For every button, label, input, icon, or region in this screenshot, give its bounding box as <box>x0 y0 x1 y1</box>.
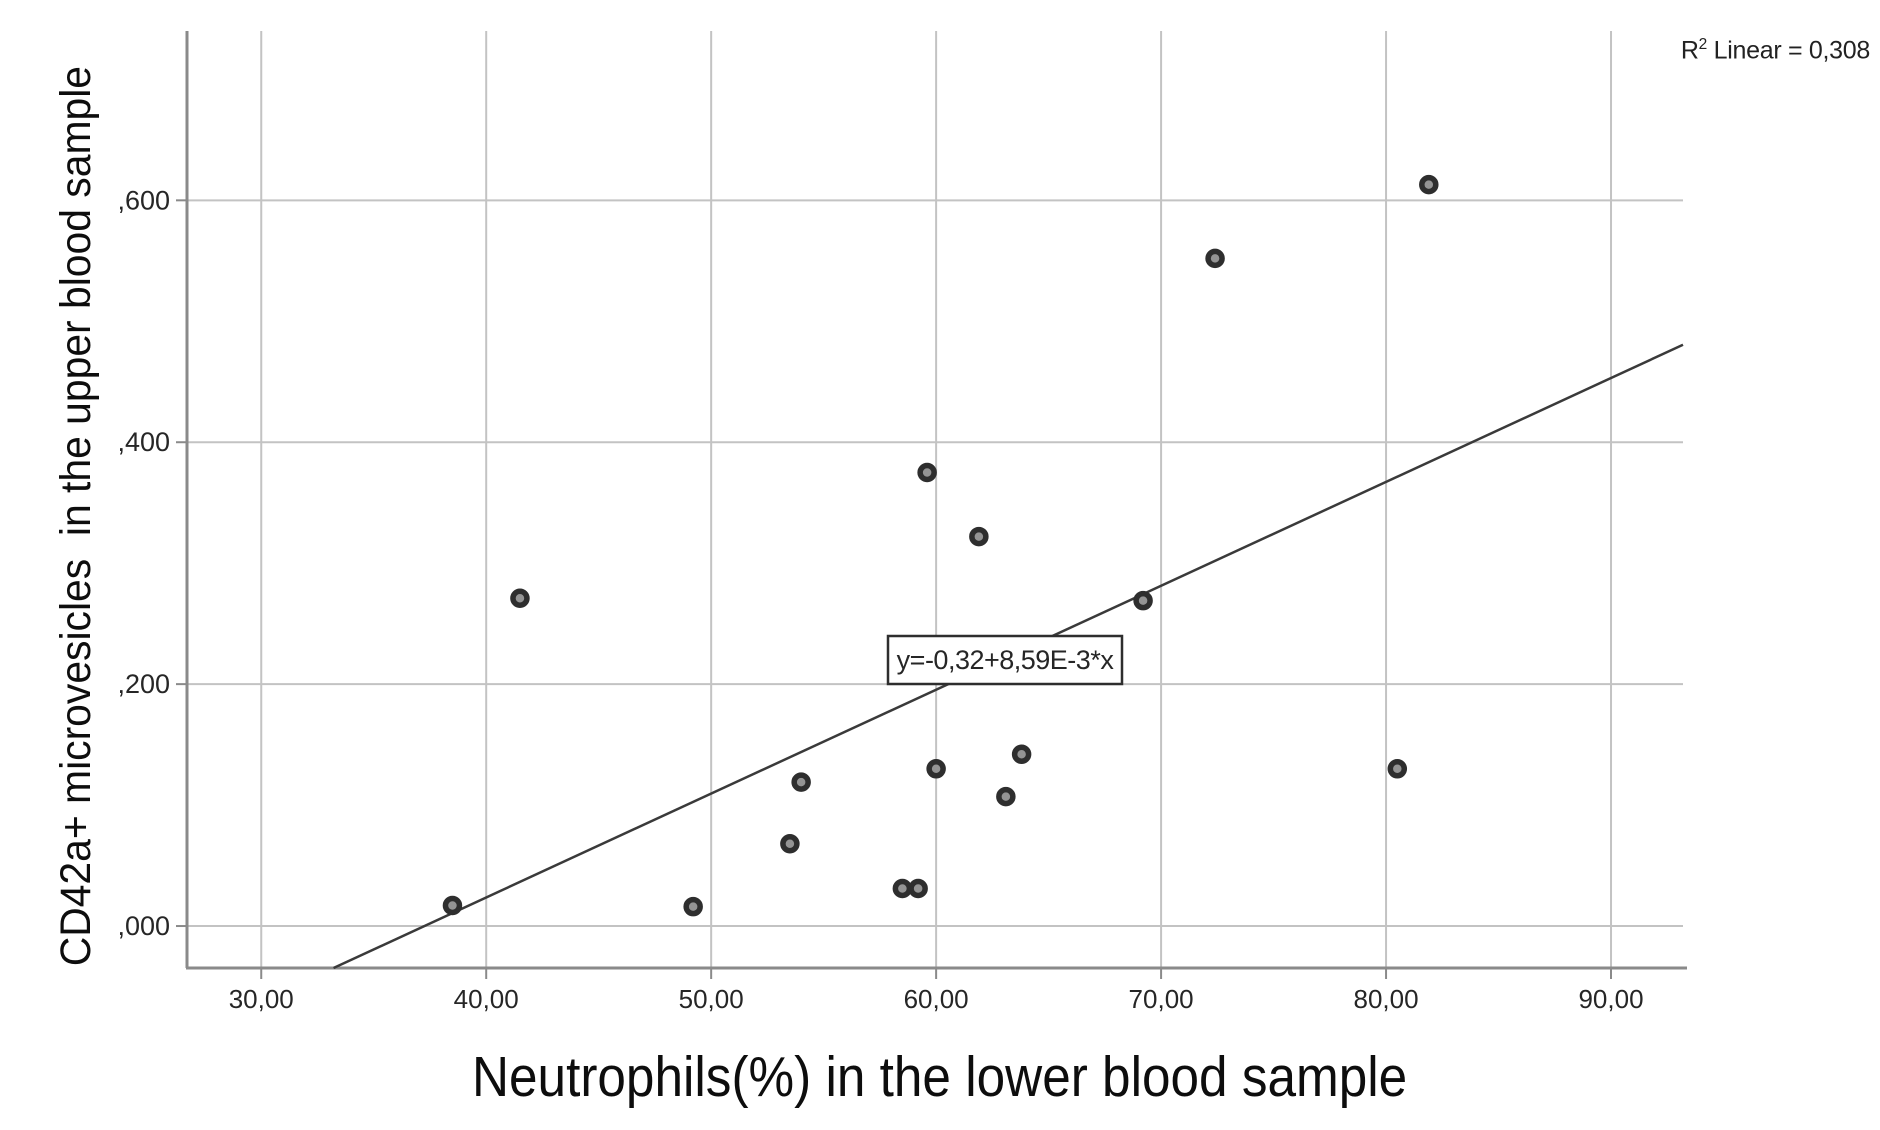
y-tick-label: ,400 <box>117 427 170 457</box>
r2-superscript: 2 <box>1698 36 1708 53</box>
r2-value-text: Linear = 0,308 <box>1707 36 1871 65</box>
data-point <box>1419 174 1439 195</box>
data-point <box>996 786 1016 807</box>
x-tick-label: 40,00 <box>454 984 519 1014</box>
data-point <box>926 759 946 779</box>
data-point <box>1133 590 1153 611</box>
r2-annotation: R2 Linear = 0,308 <box>1681 36 1870 65</box>
equation-label: y=-0,32+8,59E-3*x <box>897 645 1115 675</box>
x-tick-label: 80,00 <box>1354 984 1419 1014</box>
y-axis-title: CD42a+ microvesicles in the upper blood … <box>3 10 100 1070</box>
y-tick-label: ,600 <box>117 185 170 215</box>
data-point <box>1011 744 1032 765</box>
data-point <box>969 526 989 547</box>
data-point <box>780 834 800 854</box>
y-tick-label: ,200 <box>117 669 170 699</box>
data-point <box>908 878 928 899</box>
data-point <box>1387 759 1408 779</box>
x-axis-title: Neutrophils(%) in the lower blood sample <box>0 1044 1880 1110</box>
x-tick-label: 70,00 <box>1129 984 1194 1014</box>
data-point <box>1205 248 1225 269</box>
y-tick-label: ,000 <box>117 911 170 941</box>
x-tick-label: 50,00 <box>679 984 744 1014</box>
data-point <box>442 895 463 916</box>
x-tick-label: 60,00 <box>904 984 969 1014</box>
r2-prefix: R <box>1680 36 1699 65</box>
x-tick-label: 30,00 <box>229 984 294 1014</box>
x-tick-label: 90,00 <box>1578 984 1643 1014</box>
data-point <box>510 588 530 609</box>
data-point <box>917 462 937 483</box>
data-point <box>791 772 811 792</box>
data-point <box>892 878 913 899</box>
equation-box <box>886 634 1124 686</box>
x-axis-title-text: Neutrophils(%) in the lower blood sample <box>472 1045 1408 1109</box>
data-point <box>683 896 703 917</box>
y-axis-title-text: CD42a+ microvesicles in the upper blood … <box>52 65 100 967</box>
